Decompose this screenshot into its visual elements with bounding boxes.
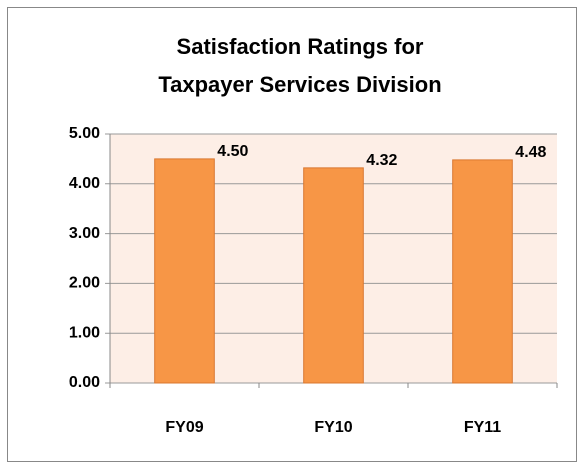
x-tick-label: FY11 xyxy=(464,419,501,436)
data-label: 4.48 xyxy=(515,144,546,161)
data-label: 4.50 xyxy=(217,143,248,160)
x-tick-label: FY09 xyxy=(165,419,203,436)
bar xyxy=(154,158,215,384)
y-tick-label: 2.00 xyxy=(69,275,100,292)
chart-title: Taxpayer Services Division xyxy=(158,72,441,97)
y-tick-label: 3.00 xyxy=(69,225,100,242)
y-tick-label: 1.00 xyxy=(69,324,100,341)
bar xyxy=(303,167,364,384)
y-tick-label: 0.00 xyxy=(69,374,100,391)
data-label: 4.32 xyxy=(366,152,397,169)
y-tick-label: 5.00 xyxy=(69,125,100,142)
bar xyxy=(452,159,513,384)
x-tick-label: FY10 xyxy=(314,419,352,436)
chart-title: Satisfaction Ratings for xyxy=(177,34,424,59)
y-tick-label: 4.00 xyxy=(69,175,100,192)
